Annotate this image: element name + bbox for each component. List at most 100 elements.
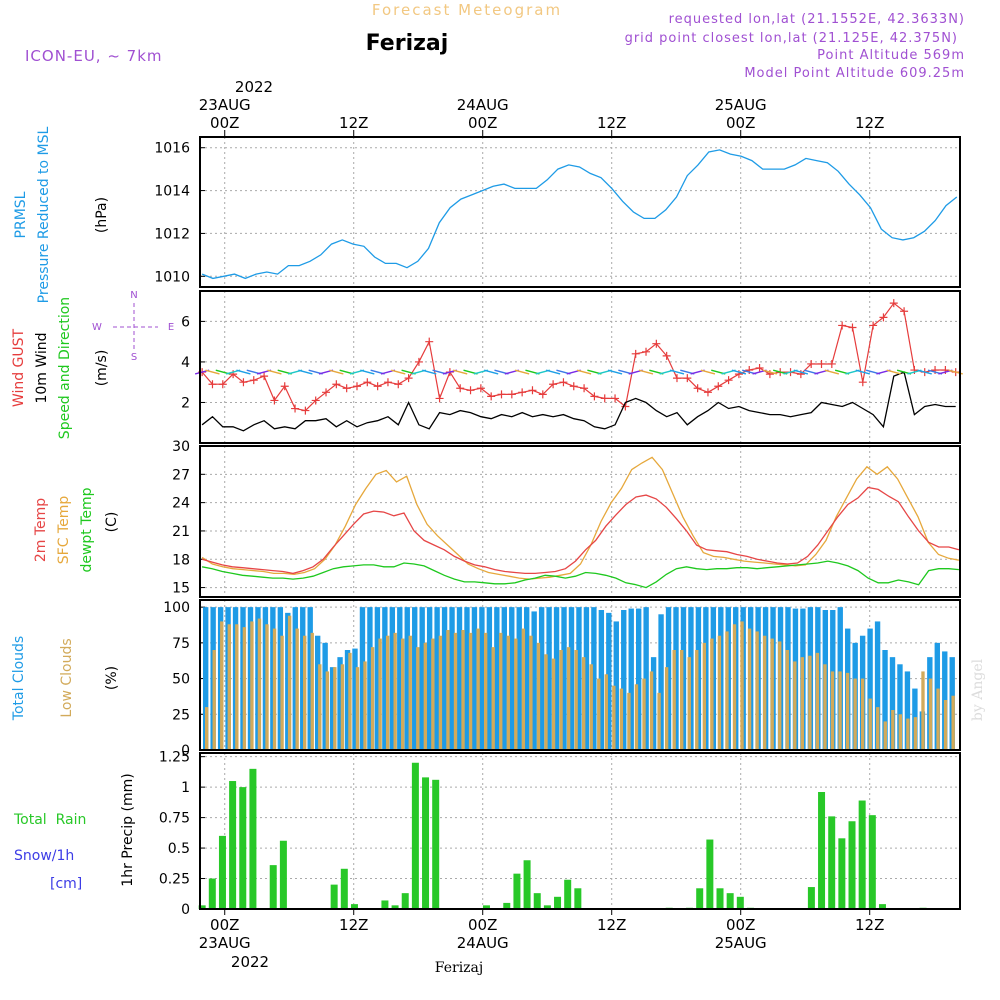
total-cloud-bar	[621, 610, 627, 750]
precip-bar	[198, 905, 206, 909]
wind-direction-arrow	[360, 369, 375, 375]
low-cloud-bar	[838, 671, 842, 750]
low-cloud-bar	[868, 698, 872, 750]
total-cloud-bar	[441, 607, 448, 750]
low-cloud-bar	[695, 650, 699, 750]
low-cloud-bar	[928, 678, 933, 750]
y-tick-label: 1016	[154, 141, 190, 157]
low-cloud-bar	[257, 618, 262, 750]
top-year-label: 2022	[235, 78, 273, 96]
low-cloud-bar	[408, 635, 412, 750]
gust-marker	[631, 349, 640, 358]
low-clouds-label: Low Clouds	[59, 638, 75, 717]
wind10-label: 10m Wind	[34, 332, 50, 403]
wind-direction-arrow	[236, 369, 251, 375]
gust-marker	[838, 321, 847, 330]
total-cloud-bar	[553, 607, 560, 750]
wind-direction-arrow	[638, 369, 654, 375]
y-tick-label: 50	[172, 672, 190, 688]
precip-bar	[218, 835, 226, 909]
total-cloud-bar	[426, 607, 433, 750]
total-cloud-bar	[203, 607, 209, 750]
low-cloud-bar	[943, 700, 948, 750]
top-date-label: 24AUG	[457, 96, 509, 114]
low-cloud-bar	[672, 650, 676, 750]
low-cloud-bar	[393, 632, 397, 750]
gust-marker	[817, 359, 826, 368]
y-tick-label: 0.5	[168, 841, 190, 857]
low-cloud-bar	[898, 714, 903, 750]
low-cloud-bar	[363, 661, 367, 750]
meteogram-title: Forecast Meteogram	[372, 1, 562, 19]
total-cloud-bar	[434, 607, 440, 750]
low-cloud-bar	[808, 655, 812, 750]
low-cloud-bar	[762, 635, 767, 750]
precip-bar	[523, 860, 531, 909]
gust-marker	[394, 380, 403, 389]
gust-marker	[755, 364, 764, 373]
precip-bar	[381, 900, 389, 909]
precip-bar	[239, 787, 247, 909]
gust-marker	[662, 351, 671, 360]
precip-bar	[868, 815, 876, 909]
total-cloud-bar	[300, 607, 306, 750]
total-cloud-bar	[658, 614, 664, 750]
low-cloud-bar	[385, 635, 390, 750]
gust-marker	[858, 378, 867, 387]
low-cloud-bar	[423, 642, 428, 750]
total-cloud-bar	[650, 657, 657, 750]
wind-direction-arrow	[514, 369, 530, 375]
precip-bar	[878, 904, 886, 909]
low-cloud-bar	[446, 630, 450, 750]
bottom-hour-label: 00Z	[210, 916, 239, 934]
total-cloud-bar	[292, 607, 298, 750]
low-cloud-bar	[250, 621, 254, 750]
low-cloud-bar	[566, 647, 571, 750]
total-cloud-bar	[352, 648, 358, 750]
total-cloud-bar	[680, 607, 687, 750]
low-cloud-bar	[514, 638, 518, 750]
low-cloud-bar	[559, 650, 563, 750]
precip-bar	[482, 905, 490, 909]
footer-location: Ferizaj	[435, 960, 483, 976]
total-cloud-bar	[464, 607, 470, 750]
total-cloud-bar	[635, 608, 642, 750]
total-cloud-bar	[874, 621, 881, 750]
gust-marker	[373, 382, 382, 391]
total-cloud-bar	[628, 608, 634, 750]
precip-bar	[340, 868, 348, 909]
total-cloud-bar	[665, 607, 672, 750]
total-cloud-bar	[314, 635, 321, 750]
panel-bg	[200, 137, 960, 287]
low-cloud-bar	[272, 628, 277, 750]
low-cloud-bar	[725, 631, 729, 750]
model-label: ICON-EU, ~ 7km	[25, 47, 163, 65]
low-cloud-bar	[891, 710, 895, 750]
gust-marker	[322, 388, 331, 397]
y-tick-label: 0.75	[159, 811, 190, 827]
gust-marker	[311, 396, 320, 405]
low-cloud-bar	[619, 688, 624, 750]
pressure-desc-label: Pressure Reduced to MSL	[36, 126, 52, 303]
gust-marker	[672, 374, 681, 383]
low-cloud-bar	[378, 638, 382, 750]
total-cloud-bar	[867, 628, 873, 750]
total-cloud-bar	[337, 657, 343, 750]
total-cloud-bar	[673, 607, 679, 750]
pressure-labels: PRMSL Pressure Reduced to MSL (hPa)	[13, 126, 110, 303]
low-cloud-bar	[951, 695, 955, 750]
precip-bar	[249, 768, 257, 909]
low-cloud-bar	[612, 685, 616, 750]
precip-bar	[716, 888, 724, 909]
prmsl-label: PRMSL	[13, 191, 29, 238]
prmsl-line	[201, 149, 958, 280]
total-cloud-bar	[322, 642, 328, 750]
y-tick-label: 27	[172, 467, 190, 483]
total-cloud-bar	[688, 607, 694, 750]
panel-precip: 0 0.25 0.5 0.75 1 1.25	[159, 750, 960, 918]
gust-marker	[497, 390, 506, 399]
bottom-hour-label: 12Z	[855, 916, 884, 934]
compass-n: N	[130, 290, 137, 301]
y-tick-label: 1014	[154, 184, 190, 200]
total-cloud-bar	[486, 607, 493, 750]
